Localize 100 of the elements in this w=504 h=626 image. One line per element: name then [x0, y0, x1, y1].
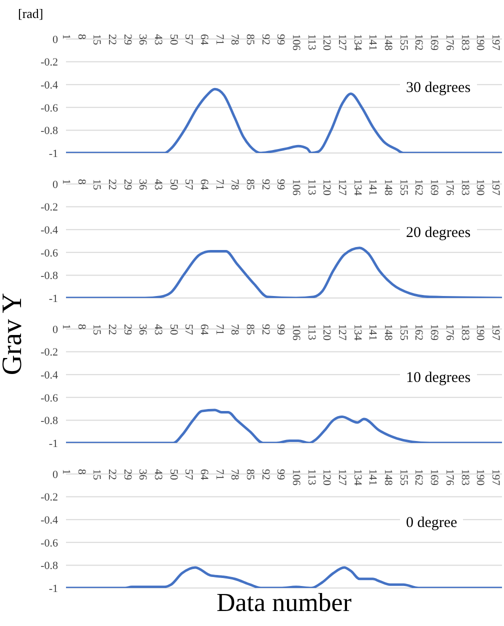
line-series: [66, 408, 502, 443]
x-tick-label: 183: [458, 179, 471, 196]
x-tick-label: 99: [274, 469, 287, 480]
x-tick-label: 8: [75, 179, 88, 185]
x-tick-label: 169: [428, 469, 440, 486]
x-tick-label: 92: [259, 179, 272, 190]
y-tick-label: 0: [52, 34, 58, 46]
x-tick-label: 127: [336, 324, 348, 341]
x-tick-label: 92: [259, 469, 272, 480]
x-tick-label: 1: [60, 469, 72, 474]
x-tick-label: 64: [198, 469, 210, 480]
x-tick-label: 141: [366, 34, 379, 50]
x-tick-label: 176: [443, 324, 456, 341]
x-tick-label: 162: [412, 469, 425, 486]
y-tick-label: -0.8: [40, 270, 58, 282]
x-tick-label: 92: [259, 34, 272, 45]
line-series: [66, 566, 502, 588]
x-tick-label: 29: [121, 34, 134, 46]
y-tick-label: 0: [52, 324, 58, 336]
y-tick-label: -1: [48, 292, 58, 305]
x-tick-label: 155: [397, 34, 410, 51]
x-tick-label: 141: [366, 324, 379, 340]
y-tick-label: -0.2: [40, 346, 58, 359]
x-tick-label: 29: [121, 324, 134, 336]
x-tick-label: 8: [75, 469, 88, 475]
x-tick-label: 50: [167, 324, 180, 336]
y-tick-label: 0: [52, 468, 58, 481]
x-tick-label: 190: [474, 469, 486, 486]
y-tick-label: 0: [52, 178, 58, 191]
x-tick-label: 1: [60, 324, 72, 330]
x-tick-label: 134: [351, 34, 364, 51]
x-tick-label: 22: [106, 324, 118, 335]
y-tick-label: -0.6: [40, 102, 58, 114]
x-tick-label: 15: [90, 34, 103, 46]
y-tick-label: -0.2: [40, 56, 58, 69]
x-tick-label: 106: [290, 324, 302, 341]
x-tick-label: 127: [336, 179, 348, 196]
x-tick-label: 106: [290, 34, 302, 51]
x-tick-label: 22: [106, 469, 118, 480]
x-tick-label: 50: [167, 179, 180, 190]
x-tick-label: 169: [428, 179, 440, 196]
x-tick-label: 197: [489, 324, 502, 341]
y-tick-label: -0.2: [40, 492, 58, 504]
x-tick-label: 141: [366, 179, 379, 196]
y-tick-label: -1: [48, 582, 58, 595]
x-tick-label: 43: [152, 469, 164, 480]
x-tick-label: 106: [290, 179, 302, 196]
x-tick-label: 71: [213, 34, 226, 45]
x-tick-label: 50: [167, 469, 180, 480]
x-tick-label: 113: [305, 34, 318, 51]
x-tick-label: 99: [274, 324, 287, 336]
x-tick-label: 190: [474, 34, 486, 51]
x-tick-label: 127: [336, 469, 348, 486]
x-tick-label: 183: [458, 34, 471, 51]
x-tick-label: 1: [60, 34, 72, 40]
x-tick-label: 64: [198, 179, 210, 190]
x-tick-label: 134: [351, 179, 364, 196]
x-tick-label: 176: [443, 469, 456, 486]
x-tick-label: 71: [213, 469, 226, 480]
x-tick-label: 113: [305, 179, 318, 196]
x-tick-label: 22: [106, 179, 118, 190]
x-tick-label: 29: [121, 179, 134, 190]
y-tick-label: -0.4: [40, 370, 58, 382]
x-tick-label: 183: [458, 324, 471, 341]
x-tick-label: 120: [320, 179, 333, 196]
x-tick-label: 141: [366, 469, 379, 486]
x-tick-label: 113: [305, 469, 318, 486]
x-tick-label: 85: [244, 469, 256, 480]
x-tick-label: 127: [336, 34, 348, 51]
x-tick-label: 155: [397, 179, 410, 196]
x-tick-label: 57: [182, 469, 195, 480]
x-tick-label: 113: [305, 324, 318, 341]
x-tick-label: 36: [136, 324, 149, 336]
x-tick-label: 190: [474, 324, 486, 341]
y-tick-label: -0.6: [40, 392, 58, 404]
x-tick-label: 134: [351, 469, 364, 486]
x-tick-label: 162: [412, 179, 425, 196]
x-tick-label: 57: [182, 324, 195, 336]
x-tick-label: 57: [182, 34, 195, 46]
y-tick-label: -0.8: [40, 415, 58, 428]
x-tick-label: 71: [213, 179, 226, 190]
y-tick-label: -0.4: [40, 514, 58, 527]
x-tick-label: 134: [351, 324, 364, 341]
x-tick-label: 197: [489, 34, 502, 51]
x-tick-label: 43: [152, 324, 164, 336]
x-tick-label: 15: [90, 469, 103, 480]
y-tick-label: -0.4: [40, 80, 58, 92]
x-tick-label: 29: [121, 469, 134, 480]
x-tick-label: 78: [228, 324, 241, 336]
x-tick-label: 169: [428, 34, 440, 51]
annotation: 30 degrees: [400, 78, 477, 99]
x-tick-label: 36: [136, 179, 149, 190]
x-tick-label: 148: [382, 34, 394, 51]
x-tick-label: 106: [290, 469, 302, 486]
x-tick-label: 162: [412, 324, 425, 340]
y-tick-label: -0.6: [40, 247, 58, 260]
x-axis-title: Data number: [215, 588, 352, 618]
x-tick-label: 57: [182, 179, 195, 190]
x-tick-label: 1: [60, 179, 72, 184]
x-tick-label: 176: [443, 179, 456, 196]
